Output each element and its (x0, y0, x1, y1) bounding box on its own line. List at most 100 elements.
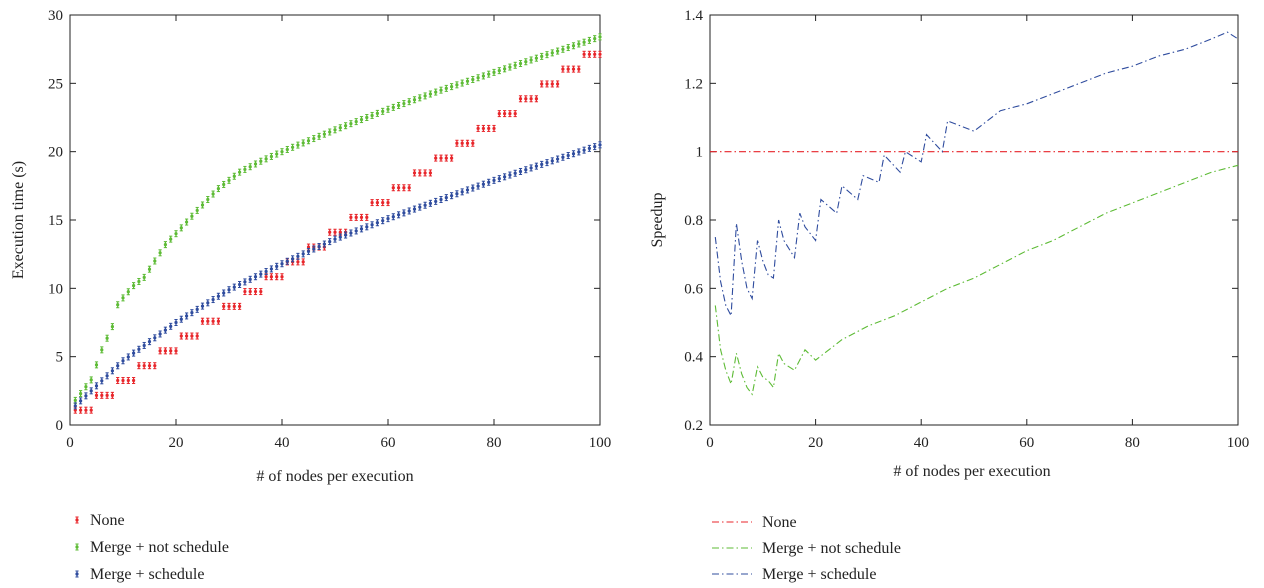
data-point-none (407, 184, 411, 192)
data-point-merge-schedule (158, 330, 162, 338)
data-point-merge-not-schedule (359, 116, 364, 124)
speedup-y-tick-label: 0.6 (684, 281, 703, 297)
speedup-y-tick-label: 1.4 (684, 8, 703, 24)
data-point-none (142, 362, 146, 370)
data-point-merge-schedule (296, 252, 300, 260)
data-point-none (137, 362, 141, 370)
execution-time-y-tick-label: 0 (56, 418, 64, 434)
data-point-none (582, 50, 586, 58)
data-point-merge-schedule (503, 173, 507, 181)
data-point-merge-schedule (492, 176, 496, 184)
data-point-none (179, 332, 183, 340)
data-point-merge-schedule (344, 231, 348, 239)
data-point-merge-schedule (434, 197, 438, 205)
data-point-merge-not-schedule (301, 139, 305, 147)
data-point-none (439, 154, 443, 162)
data-point-none (147, 362, 152, 370)
data-point-merge-schedule (163, 326, 167, 334)
data-point-merge-not-schedule (89, 376, 93, 384)
data-point-merge-schedule (100, 377, 104, 385)
data-point-merge-schedule (471, 184, 475, 192)
data-point-merge-not-schedule (529, 56, 533, 64)
series-merge-not-schedule (73, 33, 602, 404)
data-point-merge-not-schedule (518, 60, 523, 68)
data-point-merge-not-schedule (100, 346, 104, 354)
data-point-none (598, 50, 602, 58)
data-point-merge-not-schedule (312, 135, 316, 143)
data-point-merge-not-schedule (503, 65, 507, 73)
data-point-merge-not-schedule (259, 157, 263, 165)
speedup-y-tick-label: 0.4 (684, 350, 703, 366)
data-point-merge-schedule (317, 243, 321, 251)
legend-label-merge-not-schedule: Merge + not schedule (762, 540, 901, 557)
data-point-merge-not-schedule (94, 361, 99, 369)
data-point-merge-schedule (89, 387, 93, 395)
data-point-merge-schedule (354, 227, 358, 235)
data-point-merge-not-schedule (238, 168, 242, 176)
execution-time-y-tick-label: 25 (48, 76, 63, 92)
data-point-merge-schedule (216, 292, 220, 300)
data-point-none (259, 288, 263, 296)
data-point-merge-not-schedule (545, 51, 549, 59)
data-point-merge-not-schedule (434, 88, 438, 96)
data-point-none (508, 110, 512, 118)
execution-time-y-tick-label: 20 (48, 145, 63, 161)
speedup-plot-frame (709, 14, 1239, 426)
data-point-merge-not-schedule (497, 67, 501, 75)
data-point-merge-schedule (238, 281, 242, 289)
data-point-none (561, 65, 565, 73)
data-point-merge-schedule (322, 240, 326, 248)
data-point-merge-not-schedule (232, 172, 236, 180)
data-point-merge-schedule (587, 144, 592, 152)
data-point-none (518, 95, 523, 103)
data-point-merge-schedule (391, 213, 395, 221)
speedup-y-tick-label: 0.8 (684, 213, 703, 229)
data-point-none (593, 50, 597, 58)
data-point-none (190, 332, 194, 340)
data-point-none (359, 213, 364, 221)
data-point-merge-schedule (359, 225, 364, 233)
data-point-merge-schedule (185, 312, 189, 320)
execution-time-y-tick-label: 30 (48, 8, 63, 24)
legend-label-merge-schedule: Merge + schedule (762, 566, 876, 583)
data-point-none (100, 391, 104, 399)
data-point-merge-schedule (259, 270, 263, 278)
data-point-merge-not-schedule (206, 196, 210, 203)
legend-symbol-none (75, 516, 79, 524)
data-point-merge-schedule (280, 260, 284, 268)
data-point-none (84, 406, 88, 414)
series-none (73, 50, 602, 414)
data-point-none (386, 199, 390, 207)
execution-time-x-tick-label: 80 (487, 435, 502, 451)
data-point-merge-not-schedule (227, 176, 231, 184)
data-point-merge-not-schedule (513, 61, 517, 69)
data-point-merge-schedule (518, 167, 523, 175)
data-point-none (328, 228, 332, 236)
data-point-none (503, 110, 507, 118)
data-point-none (460, 139, 464, 147)
data-point-merge-not-schedule (375, 109, 379, 117)
data-point-merge-not-schedule (285, 145, 289, 153)
legend-label-none: None (762, 514, 797, 531)
data-point-none (540, 80, 544, 88)
data-point-merge-schedule (402, 209, 406, 217)
data-point-merge-not-schedule (471, 76, 475, 84)
data-point-merge-not-schedule (370, 111, 374, 119)
data-point-none (534, 95, 539, 103)
data-point-merge-schedule (306, 247, 311, 255)
data-point-none (455, 139, 459, 147)
execution-time-chart: # of nodes per execution Execution time … (10, 8, 611, 485)
data-point-merge-schedule (312, 245, 316, 253)
data-point-merge-schedule (428, 199, 432, 207)
data-point-none (556, 80, 560, 88)
data-point-merge-not-schedule (487, 70, 491, 78)
data-point-merge-schedule (253, 273, 258, 281)
data-point-none (301, 258, 305, 266)
data-point-none (375, 199, 379, 207)
speedup-y-tick-label: 1 (696, 145, 704, 161)
data-point-merge-not-schedule (264, 155, 268, 163)
speedup-y-tick-label: 1.2 (684, 76, 703, 92)
data-point-merge-not-schedule (243, 165, 247, 173)
data-point-none (169, 347, 173, 355)
data-point-none (269, 273, 273, 281)
